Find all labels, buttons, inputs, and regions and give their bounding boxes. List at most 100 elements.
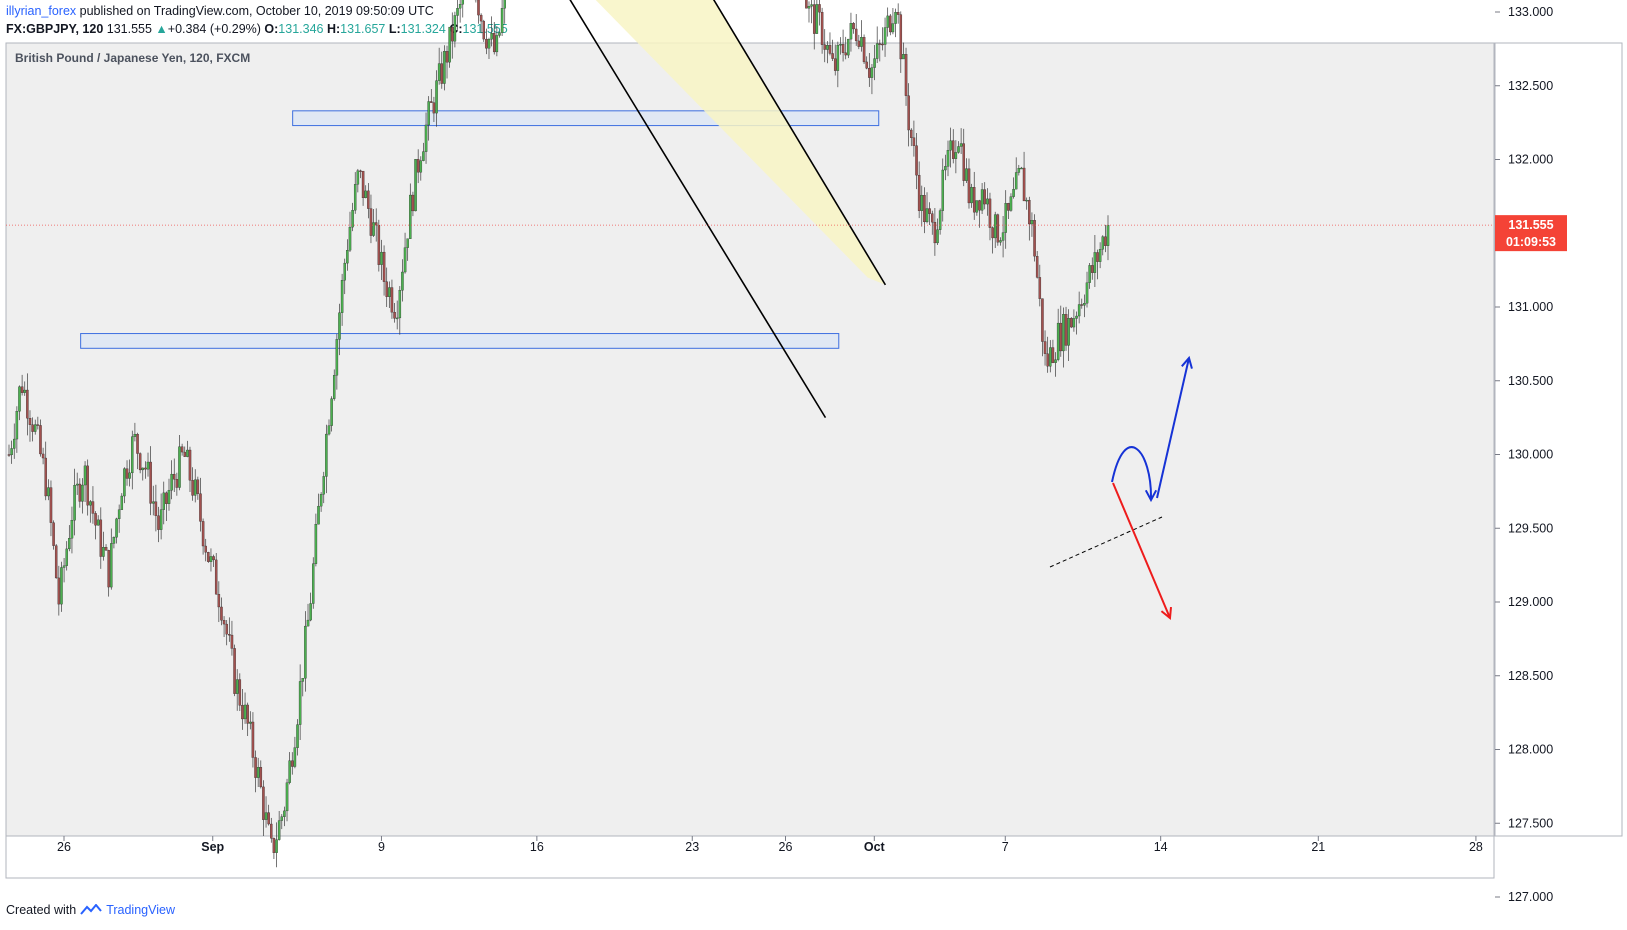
close-value: 131.555 [462, 22, 508, 36]
candle [427, 101, 430, 126]
candle [251, 721, 255, 758]
candle [39, 425, 42, 455]
candle [991, 227, 994, 239]
candle [482, 20, 485, 40]
y-tick-label: 130.500 [1508, 374, 1553, 388]
y-tick-label: 128.500 [1508, 669, 1553, 683]
candle [931, 213, 934, 223]
candle [89, 501, 92, 506]
y-tick-label: 133.000 [1508, 5, 1553, 19]
candle [965, 168, 968, 181]
candle [267, 812, 270, 825]
up-triangle-icon: ▲ [155, 22, 168, 36]
candle [70, 520, 74, 539]
created-with-label: Created with [6, 903, 77, 917]
candle [372, 222, 375, 236]
candle [841, 44, 845, 53]
candle [862, 37, 866, 63]
price-badge [1495, 215, 1567, 252]
candle [138, 453, 142, 471]
forecast-up-arrow [1156, 357, 1190, 499]
candle [191, 480, 194, 496]
x-tick-label: Oct [864, 840, 886, 854]
candle [422, 151, 425, 161]
candle [1096, 252, 1099, 262]
plot-area[interactable] [5, 42, 1495, 837]
candle [1038, 277, 1042, 299]
forecast-curve-arrow [1111, 446, 1153, 501]
price-axis[interactable] [1494, 42, 1623, 837]
candle [199, 493, 202, 522]
candle [330, 398, 333, 426]
candle [1085, 282, 1089, 304]
candle [414, 159, 417, 212]
candle [889, 15, 892, 33]
candle [448, 26, 451, 63]
candle [340, 280, 344, 313]
candle [312, 563, 315, 604]
symbol-label: FX:GBPJPY, 120 [6, 22, 104, 36]
candle [317, 505, 320, 525]
candle [262, 786, 265, 820]
candle [805, 0, 808, 9]
candle [910, 129, 913, 138]
candle [949, 140, 952, 151]
y-tick-label: 130.000 [1508, 448, 1553, 462]
candle [818, 4, 821, 13]
candle [1046, 353, 1049, 367]
candle [7, 454, 11, 456]
candle [144, 467, 147, 470]
candle [246, 704, 249, 724]
candle [243, 704, 247, 720]
candle [865, 61, 868, 69]
candle [941, 169, 945, 211]
candle [815, 4, 819, 34]
publisher-link[interactable]: illyrian_forex [6, 4, 77, 18]
candle [1051, 347, 1055, 363]
candle [1033, 220, 1036, 257]
candle [343, 262, 346, 281]
candle [912, 137, 916, 146]
candle [390, 287, 394, 313]
candle [115, 518, 118, 538]
candle [852, 23, 855, 30]
candle [456, 8, 459, 16]
candle [217, 593, 221, 608]
open-label: O: [264, 22, 279, 36]
open-value: 131.346 [278, 22, 324, 36]
candle [33, 424, 37, 432]
x-tick-label: 9 [378, 840, 385, 854]
candle [18, 386, 21, 412]
candle [228, 633, 231, 636]
candle [886, 15, 889, 28]
candle [146, 461, 150, 470]
candle [20, 386, 24, 393]
channel-upper-line [712, 0, 887, 286]
candle [83, 465, 87, 486]
candle [443, 51, 446, 84]
candle [393, 311, 396, 319]
candle [183, 451, 186, 457]
candle [498, 32, 501, 36]
candle [1017, 168, 1021, 173]
candle [435, 80, 438, 114]
candle [112, 537, 116, 544]
candle [235, 679, 239, 694]
candle [165, 492, 168, 504]
candle [47, 487, 50, 497]
y-tick-label: 131.000 [1508, 300, 1553, 314]
brand-label[interactable]: TradingView [106, 903, 175, 917]
candle [351, 210, 354, 228]
candle [293, 747, 297, 767]
time-axis[interactable] [5, 835, 1495, 879]
candle [335, 339, 339, 376]
candle [256, 767, 260, 778]
candle [154, 501, 158, 516]
candle [962, 143, 965, 181]
candle [430, 101, 433, 103]
candle [967, 168, 971, 204]
candle [959, 143, 963, 147]
candle [951, 140, 955, 159]
candle [1101, 236, 1105, 250]
